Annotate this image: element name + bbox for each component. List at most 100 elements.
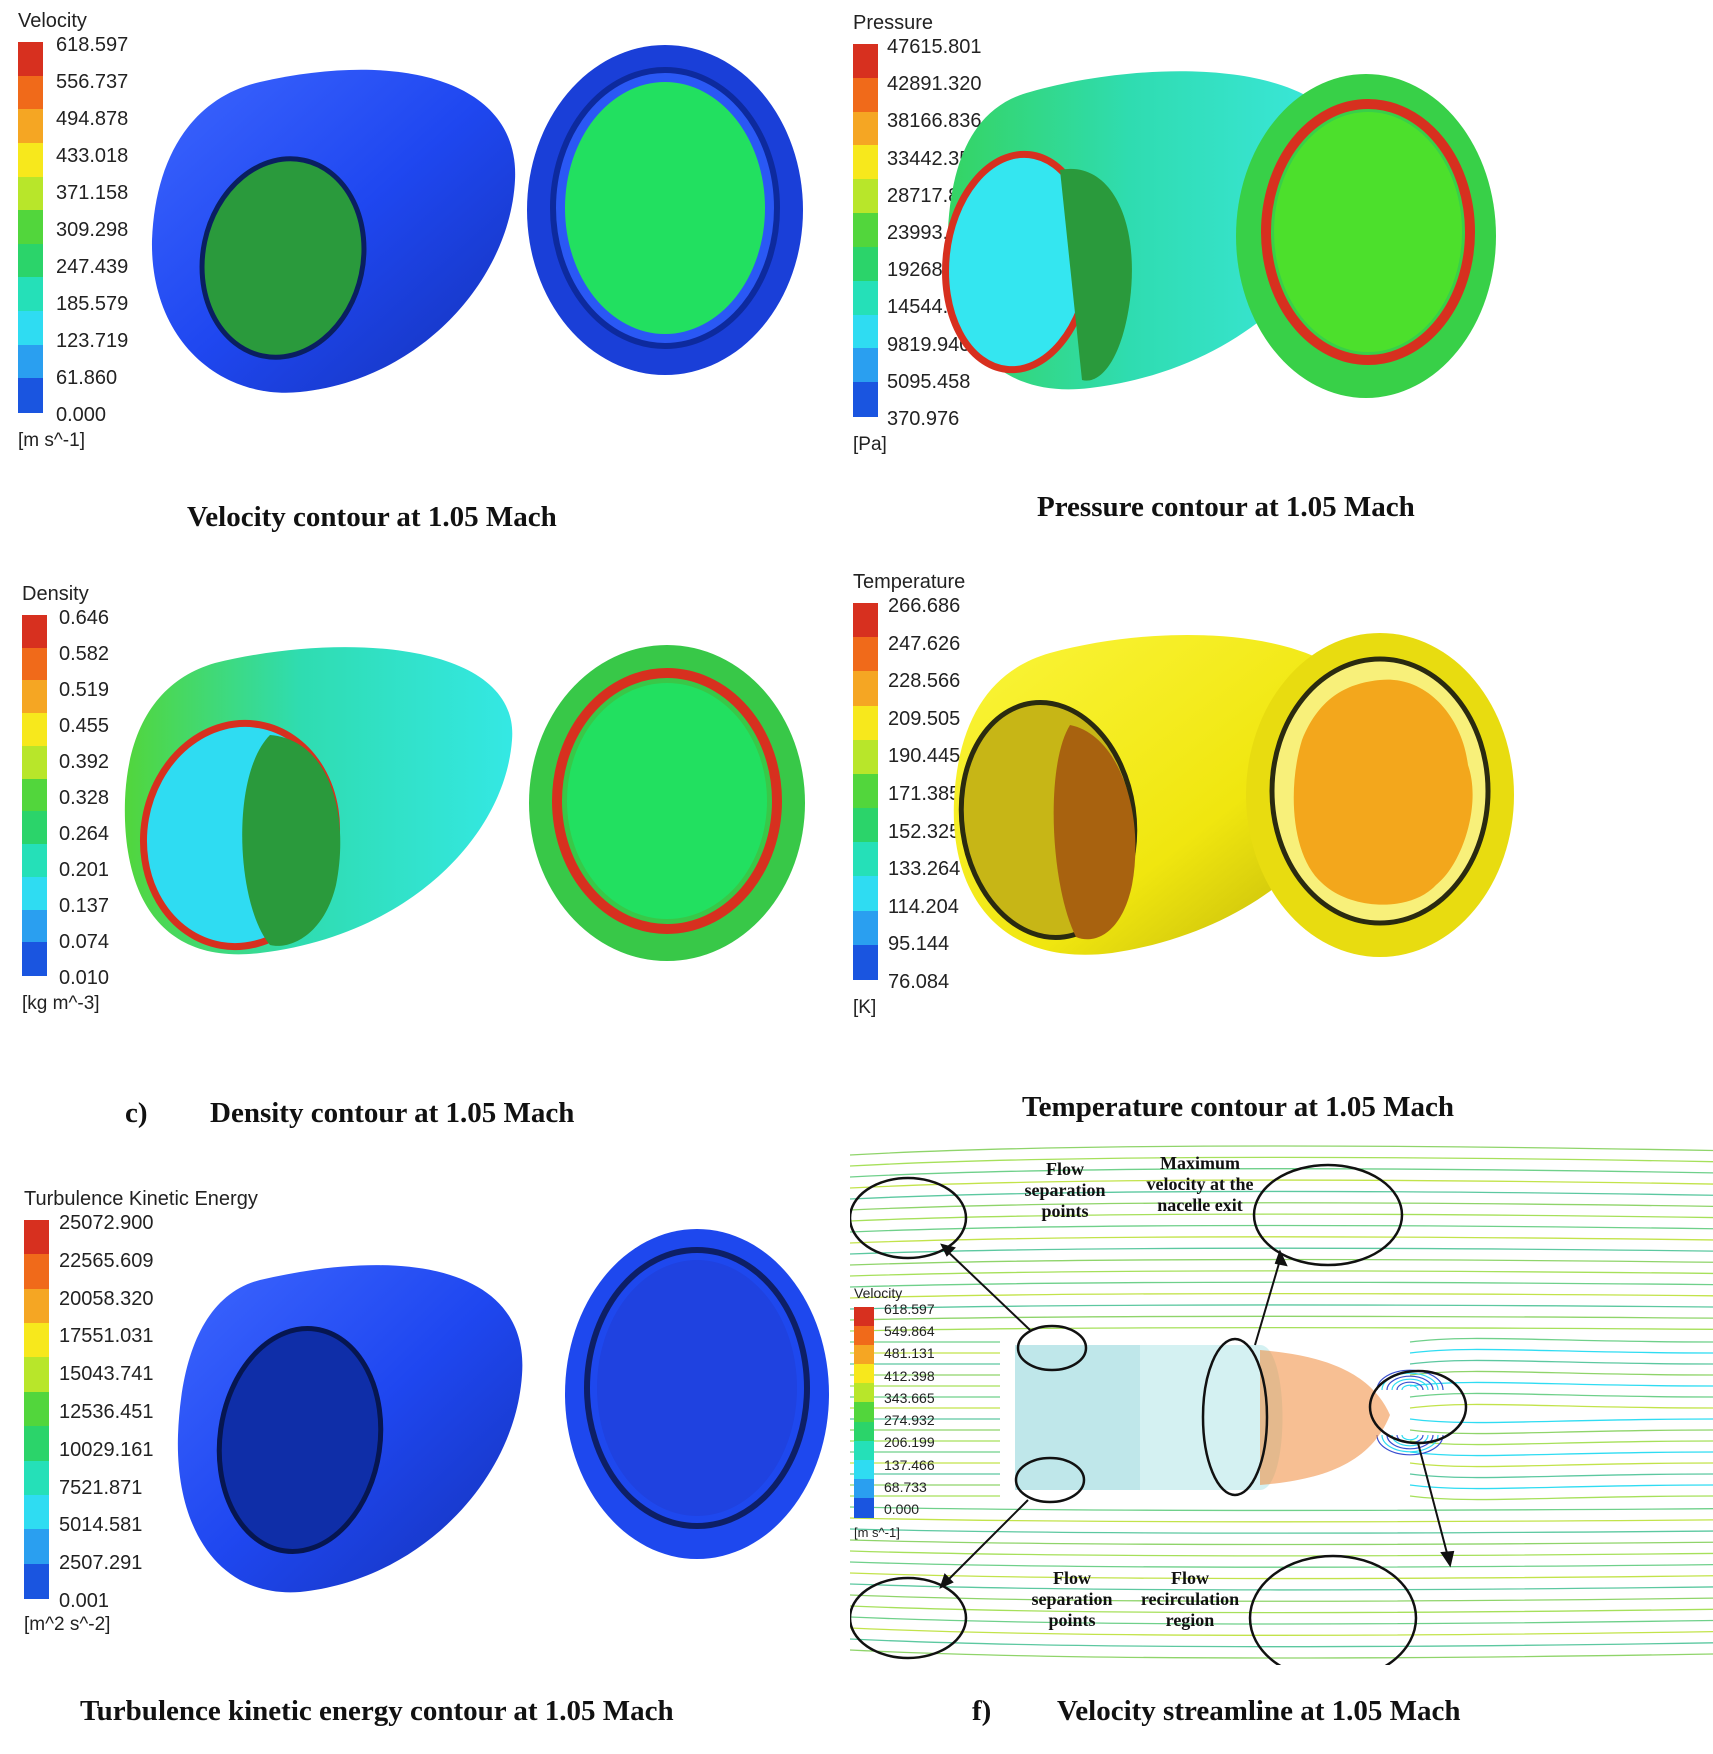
legend-value: 0.264 (59, 823, 110, 845)
streamline-legend: Velocity 618.597 549.864 481.131 412.398 343… (852, 1285, 962, 1555)
colorbar-segment (853, 603, 878, 639)
colorbar-segment (853, 348, 878, 384)
colorbar-segment (22, 615, 47, 649)
colorbar-segment (853, 876, 878, 912)
legend-value: 209.505 (888, 707, 961, 730)
colorbar-segment (854, 1307, 874, 1327)
legend-value: 549.864 (884, 1323, 935, 1340)
legend-value: 33442.352 (887, 147, 982, 170)
legend-value: 61.860 (56, 367, 118, 389)
legend-value: 266.686 (888, 595, 961, 617)
legend-value: 228.566 (888, 670, 961, 693)
legend-value: 0.000 (56, 404, 107, 426)
legend-value: 68.733 (884, 1478, 927, 1495)
colorbar-segment (22, 680, 47, 715)
legend-value: 76.084 (888, 971, 950, 993)
density-caption-prefix: c) (125, 1097, 148, 1129)
legend-value: 0.137 (59, 895, 110, 917)
streamline (1409, 1381, 1713, 1387)
streamline (850, 1326, 1713, 1332)
colorbar-segment (854, 1497, 874, 1518)
colorbar-segment (18, 344, 43, 380)
colorbar-segment (22, 876, 47, 911)
streamline (850, 1281, 1713, 1288)
streamline-plot (850, 1145, 1713, 1665)
colorbar-segment (853, 944, 878, 981)
streamline (850, 1539, 1713, 1546)
streamline (850, 1627, 1713, 1637)
legend-value: 343.665 (884, 1389, 935, 1406)
colorbar-segment (854, 1345, 874, 1365)
streamline (850, 1506, 1713, 1512)
density-front-ring-edge (552, 668, 782, 934)
colorbar-segment (24, 1460, 49, 1497)
velocity-legend-title: Velocity (18, 10, 87, 32)
streamline (850, 1638, 1713, 1648)
colorbar-segment (18, 311, 43, 346)
streamline (850, 1156, 1713, 1167)
recirculation-swirl (1401, 1384, 1419, 1391)
streamline-legend-heading: Velocity (854, 1285, 903, 1301)
streamline (850, 1315, 1713, 1321)
legend-value: 2507.291 (59, 1552, 143, 1575)
legend-value: 42891.320 (887, 73, 982, 96)
legend-value: 47615.801 (887, 36, 982, 58)
streamline-colorbar (854, 1307, 874, 1518)
tke-panel: Turbulence Kinetic Energy 25072.900 22565… (0, 1180, 850, 1754)
streamline (850, 1583, 1713, 1591)
legend-value: 309.298 (56, 219, 129, 241)
pressure-caption: Pressure contour at 1.05 Mach (1037, 491, 1415, 523)
pressure-nacelle-front-view (1236, 74, 1496, 398)
colorbar-segment (853, 213, 878, 248)
colorbar-segment (854, 1364, 874, 1384)
streamline-caption: Velocity streamline at 1.05 Mach (1057, 1695, 1461, 1727)
tke-legend-values: 25072.900 22565.609 20058.320 17551.031 1504… (59, 1213, 189, 1611)
pressure-front-face (1274, 112, 1462, 352)
colorbar-segment (854, 1478, 874, 1499)
colorbar-segment (853, 44, 878, 79)
legend-value: 0.001 (59, 1590, 110, 1612)
legend-value: 22565.609 (59, 1249, 154, 1272)
colorbar-segment (854, 1459, 874, 1480)
temperature-front-face (1293, 679, 1473, 905)
legend-value: 433.018 (56, 145, 129, 167)
legend-value: 206.199 (884, 1434, 935, 1451)
colorbar-segment (22, 647, 47, 682)
legend-value: 10029.161 (59, 1438, 154, 1461)
velocity-panel: Velocity 618.597 556.737 494.878 433.018 371… (0, 0, 850, 540)
legend-value: 247.439 (56, 256, 129, 278)
streamline (850, 1258, 1713, 1266)
colorbar-segment (853, 111, 878, 147)
density-nacelle-side-view (124, 647, 513, 955)
recirculation-swirl (1401, 1434, 1419, 1441)
legend-value: 171.385 (888, 783, 961, 805)
temperature-legend-unit: [K] (853, 997, 877, 1018)
annotation-sep-bottom: Flow separation points (1031, 1568, 1113, 1630)
streamline (1409, 1495, 1713, 1501)
legend-value: 95.144 (888, 933, 950, 956)
colorbar-segment (854, 1402, 874, 1423)
colorbar-segment (853, 910, 878, 946)
streamline (1409, 1429, 1713, 1435)
velocity-caption: Velocity contour at 1.05 Mach (187, 501, 557, 533)
legend-value: 15043.741 (59, 1363, 154, 1386)
streamline (1409, 1451, 1713, 1457)
colorbar-segment (853, 314, 878, 350)
colorbar-segment (24, 1563, 49, 1600)
colorbar-segment (853, 637, 878, 673)
density-colorbar (22, 615, 47, 977)
velocity-legend-values: 618.597 556.737 494.878 433.018 371.158 309.2… (56, 35, 176, 425)
legend-value: 5014.581 (59, 1514, 143, 1537)
streamline-lines (850, 1145, 1713, 1659)
density-caption: Density contour at 1.05 Mach (210, 1097, 575, 1129)
streamline (850, 1605, 1713, 1614)
tke-front-ring-edge (584, 1247, 810, 1529)
tke-nacelle-front-view (565, 1229, 829, 1559)
streamline-panel: Flow separation points Maximum velocity at … (850, 1145, 1713, 1754)
streamline-caption-prefix: f) (972, 1695, 992, 1727)
legend-value: 133.264 (888, 858, 961, 881)
recirculation-swirl (1386, 1375, 1434, 1391)
colorbar-segment (853, 808, 878, 844)
density-nacelle-front-view (529, 645, 805, 961)
colorbar-segment (854, 1326, 874, 1346)
